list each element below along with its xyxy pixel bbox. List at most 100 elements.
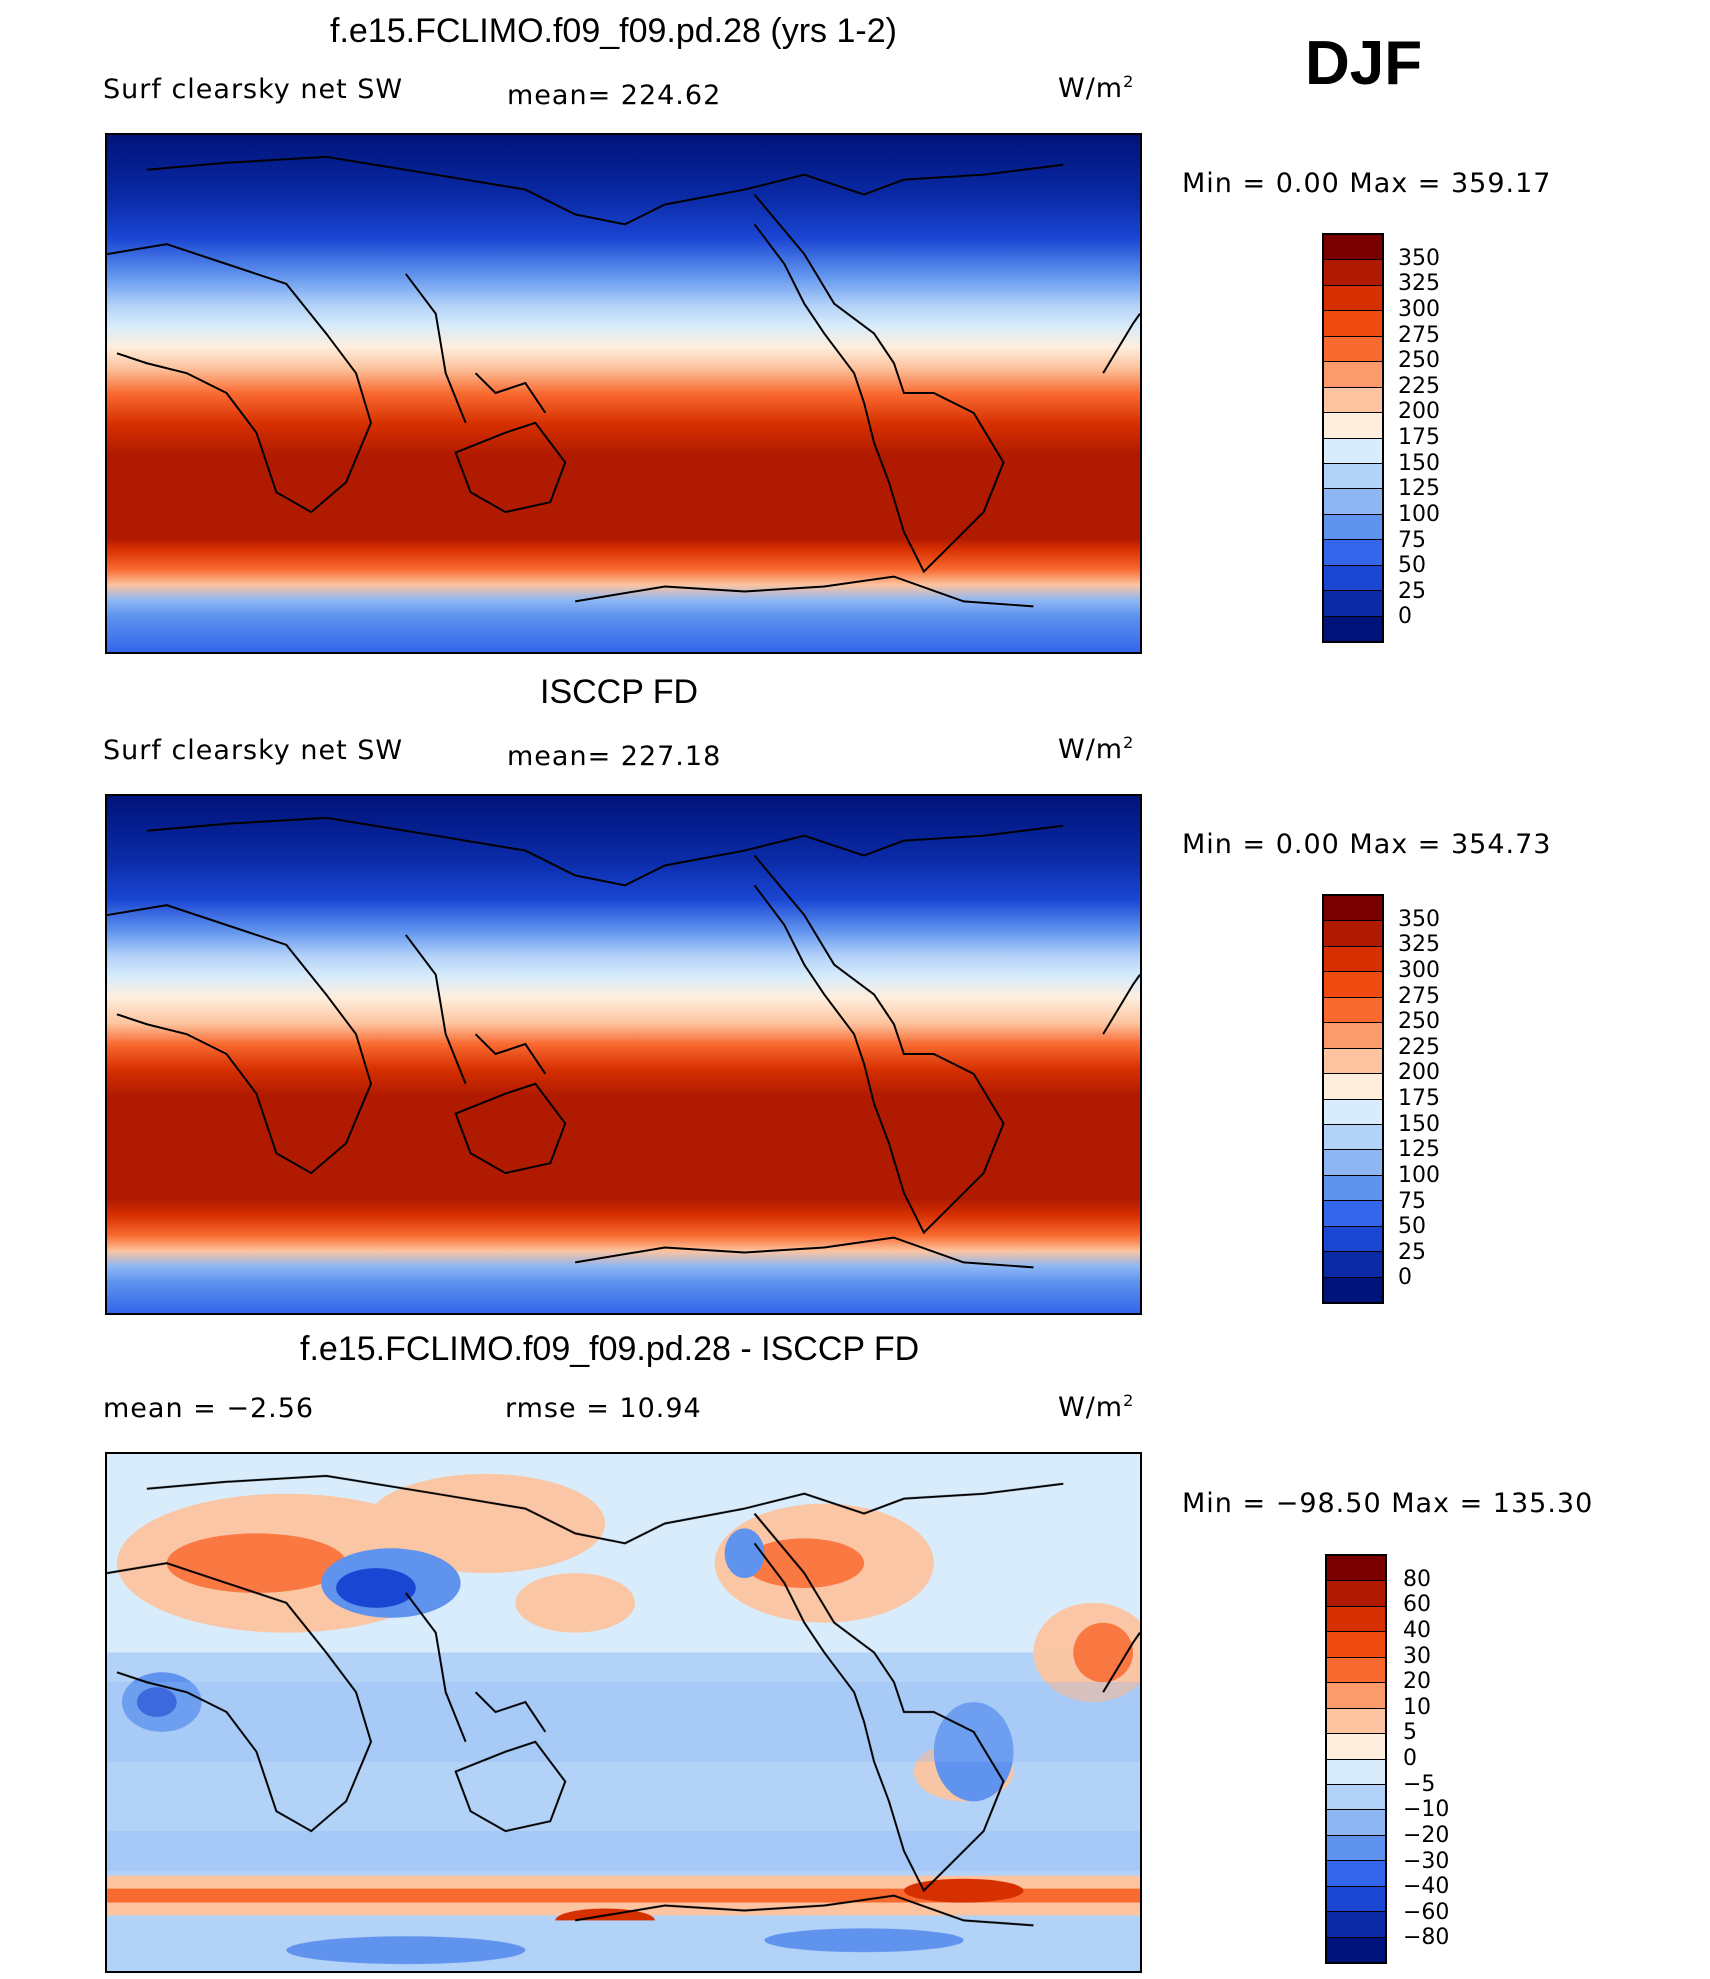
colorbar-segment <box>1324 413 1382 439</box>
colorbar-tick-label: 175 <box>1398 1086 1440 1111</box>
panel2-map-field <box>107 796 1140 1313</box>
colorbar-tick-label: 50 <box>1398 553 1426 579</box>
colorbar-tick-label: 75 <box>1398 1188 1426 1214</box>
panel1-minmax: Min = 0.00 Max = 359.17 <box>1182 168 1552 199</box>
colorbar-tick-label: −10 <box>1403 1797 1450 1823</box>
colorbar-tick-label: 275 <box>1398 322 1440 348</box>
colorbar-tick-label: 75 <box>1398 527 1426 553</box>
colorbar-tick-label: 50 <box>1398 1214 1426 1240</box>
colorbar-tick-label: −30 <box>1403 1848 1450 1874</box>
colorbar-segment <box>1327 1734 1385 1760</box>
colorbar-segment <box>1327 1784 1385 1811</box>
colorbar-segment <box>1327 1759 1385 1785</box>
colorbar-segment <box>1324 972 1382 998</box>
colorbar-segment <box>1327 1810 1385 1836</box>
colorbar-segment <box>1324 1226 1382 1253</box>
panel1-units: W/m2 <box>1058 72 1135 104</box>
colorbar-tick-label: 225 <box>1398 1034 1440 1060</box>
colorbar-segment <box>1324 1099 1382 1125</box>
panel3-minmax: Min = −98.50 Max = 135.30 <box>1182 1488 1594 1519</box>
colorbar-segment <box>1327 1912 1385 1938</box>
colorbar-tick-label: 0 <box>1398 604 1412 630</box>
colorbar-segment <box>1324 1277 1382 1302</box>
colorbar-tick-label: 30 <box>1403 1643 1431 1669</box>
colorbar-segment <box>1327 1937 1385 1962</box>
panel2-units: W/m2 <box>1058 733 1135 765</box>
colorbar-segment <box>1324 260 1382 286</box>
colorbar-tick-label: 100 <box>1398 501 1440 527</box>
colorbar-tick-label: 0 <box>1398 1265 1412 1291</box>
colorbar-tick-label: 325 <box>1398 932 1440 958</box>
colorbar-segment <box>1324 997 1382 1024</box>
colorbar-tick-label: 150 <box>1398 450 1440 476</box>
panel3-colorbar <box>1325 1554 1387 1964</box>
colorbar-tick-label: 10 <box>1403 1694 1431 1720</box>
colorbar-tick-label: −60 <box>1403 1899 1450 1925</box>
colorbar-segment <box>1324 896 1382 922</box>
colorbar-tick-label: 350 <box>1398 906 1440 932</box>
colorbar-segment <box>1324 1252 1382 1278</box>
colorbar-segment <box>1324 489 1382 515</box>
colorbar-segment <box>1327 1556 1385 1582</box>
colorbar-tick-label: 20 <box>1403 1669 1431 1695</box>
colorbar-tick-label: 300 <box>1398 957 1440 983</box>
panel2-title: ISCCP FD <box>540 673 699 711</box>
colorbar-segment <box>1324 1150 1382 1176</box>
colorbar-tick-label: 150 <box>1398 1111 1440 1137</box>
panel1-title: f.e15.FCLIMO.f09_f09.pd.28 (yrs 1-2) <box>330 12 897 50</box>
panel2-colorbar <box>1322 894 1384 1304</box>
colorbar-segment <box>1327 1632 1385 1658</box>
colorbar-segment <box>1327 1683 1385 1709</box>
colorbar-segment <box>1324 387 1382 414</box>
panel2-mean-label: mean= 227.18 <box>507 741 722 772</box>
colorbar-tick-label: 25 <box>1398 1239 1426 1265</box>
panel1-colorbar <box>1322 233 1384 643</box>
colorbar-tick-label: 225 <box>1398 373 1440 399</box>
colorbar-tick-label: 40 <box>1403 1617 1431 1643</box>
panel2-minmax: Min = 0.00 Max = 354.73 <box>1182 829 1552 860</box>
season-label: DJF <box>1305 29 1423 98</box>
panel3-map-field <box>107 1454 1140 1971</box>
panel3-units: W/m2 <box>1058 1391 1135 1423</box>
colorbar-segment <box>1324 438 1382 464</box>
colorbar-tick-label: 100 <box>1398 1162 1440 1188</box>
colorbar-segment <box>1324 336 1382 363</box>
colorbar-tick-label: −20 <box>1403 1822 1450 1848</box>
colorbar-segment <box>1324 591 1382 617</box>
colorbar-tick-label: 300 <box>1398 296 1440 322</box>
colorbar-segment <box>1324 540 1382 566</box>
colorbar-tick-label: 5 <box>1403 1720 1417 1746</box>
colorbar-tick-label: 125 <box>1398 476 1440 502</box>
colorbar-tick-label: 60 <box>1403 1592 1431 1618</box>
colorbar-tick-label: 175 <box>1398 425 1440 450</box>
panel1-variable-label: Surf clearsky net SW <box>103 74 404 105</box>
colorbar-tick-label: 25 <box>1398 578 1426 604</box>
colorbar-segment <box>1324 616 1382 641</box>
colorbar-tick-label: 200 <box>1398 399 1440 425</box>
colorbar-segment <box>1324 1023 1382 1049</box>
colorbar-segment <box>1327 1581 1385 1607</box>
colorbar-segment <box>1327 1606 1385 1633</box>
colorbar-tick-label: −5 <box>1403 1771 1436 1797</box>
colorbar-segment <box>1327 1861 1385 1887</box>
colorbar-tick-label: 200 <box>1398 1060 1440 1086</box>
colorbar-segment <box>1327 1708 1385 1735</box>
colorbar-segment <box>1324 235 1382 261</box>
colorbar-tick-label: 275 <box>1398 983 1440 1009</box>
panel1-map-field <box>107 135 1140 652</box>
colorbar-tick-label: −80 <box>1403 1925 1450 1951</box>
colorbar-segment <box>1324 946 1382 973</box>
colorbar-tick-label: 250 <box>1398 348 1440 374</box>
colorbar-segment <box>1327 1657 1385 1684</box>
colorbar-segment <box>1324 1074 1382 1100</box>
colorbar-segment <box>1327 1886 1385 1913</box>
colorbar-tick-label: 125 <box>1398 1137 1440 1163</box>
colorbar-segment <box>1324 362 1382 388</box>
panel3-colorbar-labels: 80 60 40 30 20 10 5 0 −5 −10 −20 −30 −40 −60 −80 <box>1403 1554 1483 1964</box>
colorbar-segment <box>1324 463 1382 490</box>
panel1-colorbar-labels: 350 325 300 275 250 225 200 175 150 125 100 75 50 25 0 <box>1398 233 1478 643</box>
colorbar-segment <box>1324 1201 1382 1227</box>
colorbar-segment <box>1327 1835 1385 1862</box>
panel1-map <box>105 133 1142 654</box>
colorbar-segment <box>1324 311 1382 337</box>
